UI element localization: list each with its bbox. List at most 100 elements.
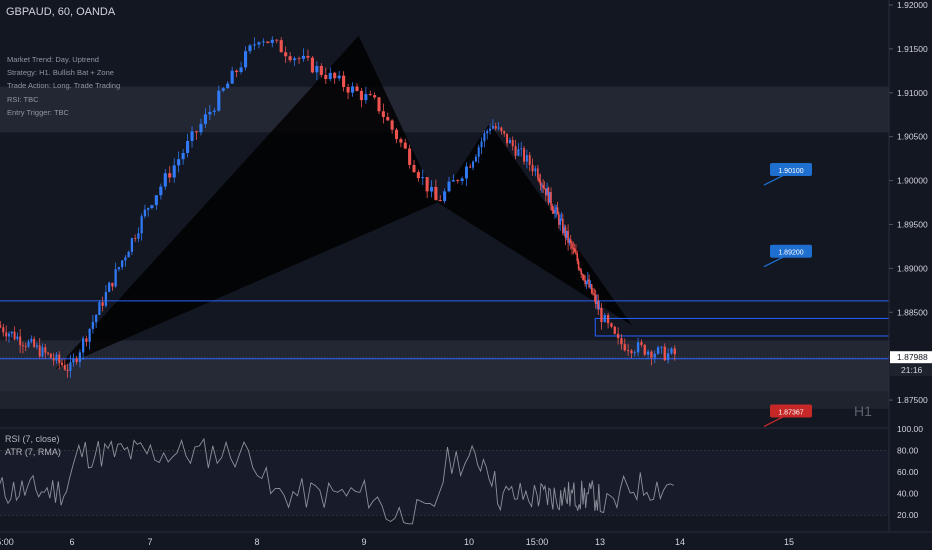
candle bbox=[577, 261, 580, 269]
note-strategy: Strategy: H1. Bullish Bat + Zone bbox=[7, 68, 114, 78]
candle bbox=[381, 111, 385, 117]
candle bbox=[489, 128, 492, 131]
candle bbox=[104, 291, 108, 306]
candle bbox=[199, 123, 203, 133]
candle bbox=[597, 301, 600, 310]
candle bbox=[508, 139, 511, 144]
candle bbox=[41, 347, 44, 357]
candle bbox=[275, 39, 279, 41]
candle bbox=[537, 168, 539, 179]
candle bbox=[506, 133, 509, 144]
rsi-label[interactable]: RSI (7, close) bbox=[5, 434, 60, 444]
candle bbox=[8, 333, 10, 337]
candle bbox=[660, 346, 663, 348]
candle bbox=[425, 177, 429, 192]
candle bbox=[438, 200, 442, 202]
candle bbox=[150, 205, 154, 209]
candle bbox=[579, 268, 581, 271]
candle bbox=[186, 140, 190, 153]
candle bbox=[494, 126, 497, 129]
candle bbox=[373, 95, 377, 98]
candle bbox=[19, 336, 22, 346]
candle bbox=[416, 172, 420, 179]
candle bbox=[55, 354, 58, 361]
candle bbox=[181, 152, 185, 160]
candle bbox=[480, 141, 483, 148]
candle bbox=[560, 218, 563, 220]
candle bbox=[140, 216, 143, 234]
candle bbox=[472, 161, 475, 168]
candle bbox=[248, 45, 252, 52]
price-axis bbox=[889, 0, 932, 550]
candle bbox=[319, 65, 323, 75]
candle bbox=[585, 281, 588, 285]
price-tick-label: 1.87500 bbox=[897, 395, 928, 405]
support-zone-shade bbox=[0, 358, 889, 409]
candle bbox=[594, 294, 597, 304]
time-tick-label: 5:00 bbox=[0, 537, 14, 547]
candle bbox=[603, 314, 606, 323]
price-tick-label: 1.91500 bbox=[897, 44, 928, 54]
price-tick-label: 1.89000 bbox=[897, 263, 928, 273]
candle bbox=[531, 164, 534, 172]
candle bbox=[598, 308, 601, 310]
candle bbox=[168, 173, 172, 178]
candle bbox=[586, 279, 589, 282]
candle bbox=[403, 142, 407, 149]
candle bbox=[547, 187, 550, 203]
note-market-trend: Market Trend: Day. Uptrend bbox=[7, 55, 99, 64]
candle bbox=[47, 352, 50, 354]
price-tick-label: 1.89500 bbox=[897, 219, 928, 229]
candle bbox=[35, 345, 38, 347]
candle bbox=[350, 86, 355, 93]
candle bbox=[333, 72, 337, 79]
candle bbox=[226, 83, 230, 89]
candle bbox=[581, 274, 584, 276]
candle bbox=[359, 90, 364, 101]
candle bbox=[528, 155, 531, 165]
price-tick-label: 1.92000 bbox=[897, 0, 928, 10]
candle bbox=[588, 279, 590, 288]
candle bbox=[408, 148, 412, 165]
candle bbox=[562, 218, 564, 233]
candle bbox=[559, 218, 562, 225]
candle bbox=[590, 284, 593, 294]
candle bbox=[0, 325, 2, 328]
note-entry-trigger: Entry Trigger: TBC bbox=[7, 107, 69, 117]
candle bbox=[208, 111, 212, 115]
candle bbox=[130, 238, 134, 252]
candle bbox=[61, 362, 64, 366]
candle bbox=[279, 40, 283, 53]
candle bbox=[72, 358, 75, 363]
candle bbox=[576, 253, 579, 262]
candle bbox=[230, 70, 234, 84]
time-tick-label: 15 bbox=[784, 537, 794, 547]
candle bbox=[572, 248, 575, 249]
candle bbox=[315, 65, 319, 73]
candle bbox=[399, 139, 403, 143]
candle bbox=[643, 344, 646, 355]
candle bbox=[673, 348, 676, 355]
candle bbox=[386, 116, 390, 121]
candle bbox=[551, 205, 554, 211]
candle bbox=[2, 327, 5, 333]
candle bbox=[88, 328, 91, 342]
candle bbox=[613, 326, 616, 334]
candle bbox=[543, 187, 546, 189]
candle bbox=[600, 308, 603, 323]
candle bbox=[523, 148, 526, 162]
candle bbox=[27, 341, 30, 347]
candle bbox=[474, 156, 477, 162]
candle bbox=[564, 227, 567, 238]
atr-label[interactable]: ATR (7, RMA) bbox=[5, 447, 61, 457]
candle bbox=[469, 166, 472, 168]
candle bbox=[546, 187, 548, 196]
bat-pattern-xab bbox=[55, 35, 438, 370]
rsi-tick-label: 20.00 bbox=[897, 510, 919, 520]
candle bbox=[623, 344, 626, 351]
candle bbox=[650, 351, 653, 358]
candle bbox=[447, 181, 451, 192]
price-tag-label-0: 1.90100 bbox=[778, 168, 803, 175]
candle bbox=[653, 353, 656, 358]
